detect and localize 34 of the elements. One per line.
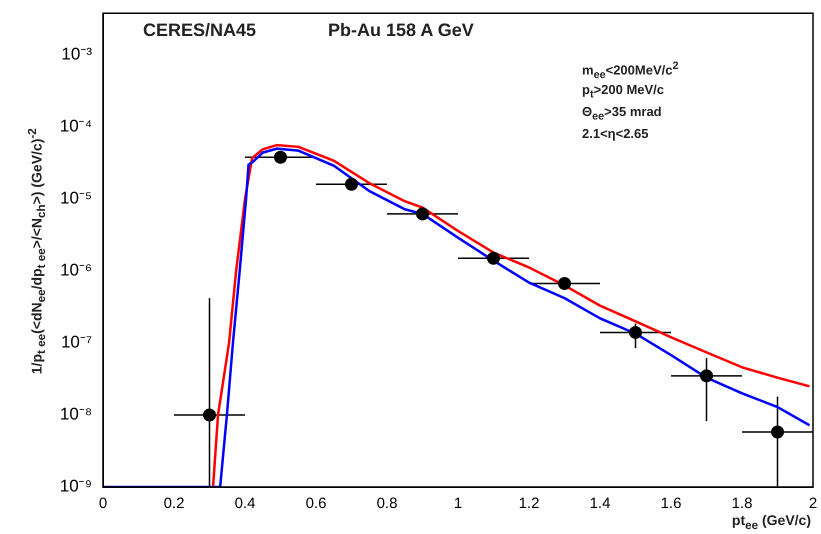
- y-tick-label: 10⁻⁶: [60, 260, 92, 280]
- x-tick-label: 1.2: [518, 495, 540, 512]
- point: [274, 150, 287, 164]
- point: [771, 426, 784, 439]
- x-axis-title: pt$_{ee}$ (GeV/c): [732, 512, 811, 532]
- x-tick-label: 0.2: [164, 495, 184, 512]
- point: [558, 277, 571, 290]
- point: [203, 408, 216, 422]
- x-tick-label: 0.8: [376, 495, 398, 512]
- x-tick-label: 0: [98, 495, 108, 512]
- x-tick-label: 1: [454, 495, 462, 512]
- y-tick-label: 10⁻⁴: [60, 116, 92, 136]
- y-tick-label: 10⁻⁵: [60, 188, 92, 208]
- y-tick-label: 10⁻⁷: [60, 332, 92, 352]
- y-tick-label: 10⁻³: [61, 44, 92, 64]
- x-tick-label: 2: [808, 495, 818, 512]
- point: [487, 252, 500, 265]
- x-tick-label: 0.4: [234, 495, 256, 512]
- y-tick-label: 10⁻⁹: [60, 476, 92, 496]
- x-tick-label: 0.6: [306, 495, 326, 512]
- y-tick-label: 10⁻⁸: [60, 404, 92, 424]
- x-tick-label: 1.4: [590, 495, 610, 512]
- chart-title: CERES/NA45: [143, 20, 256, 41]
- chart-subtitle: Pb-Au 158 A GeV: [328, 20, 474, 41]
- x-tick-label: 1.8: [732, 495, 752, 512]
- annotation: Θ$_{ee}$>35 mrad: [582, 104, 662, 123]
- annotation: 2.1<η<2.65: [582, 126, 648, 141]
- point: [700, 369, 713, 382]
- point: [416, 207, 429, 220]
- annotation: m$_{ee}$<200MeV/c$^{2}$: [582, 60, 678, 81]
- point: [345, 178, 358, 191]
- point: [629, 326, 642, 339]
- annotation: p$_{t}$>200 MeV/c: [582, 82, 664, 101]
- x-tick-label: 1.6: [660, 495, 682, 512]
